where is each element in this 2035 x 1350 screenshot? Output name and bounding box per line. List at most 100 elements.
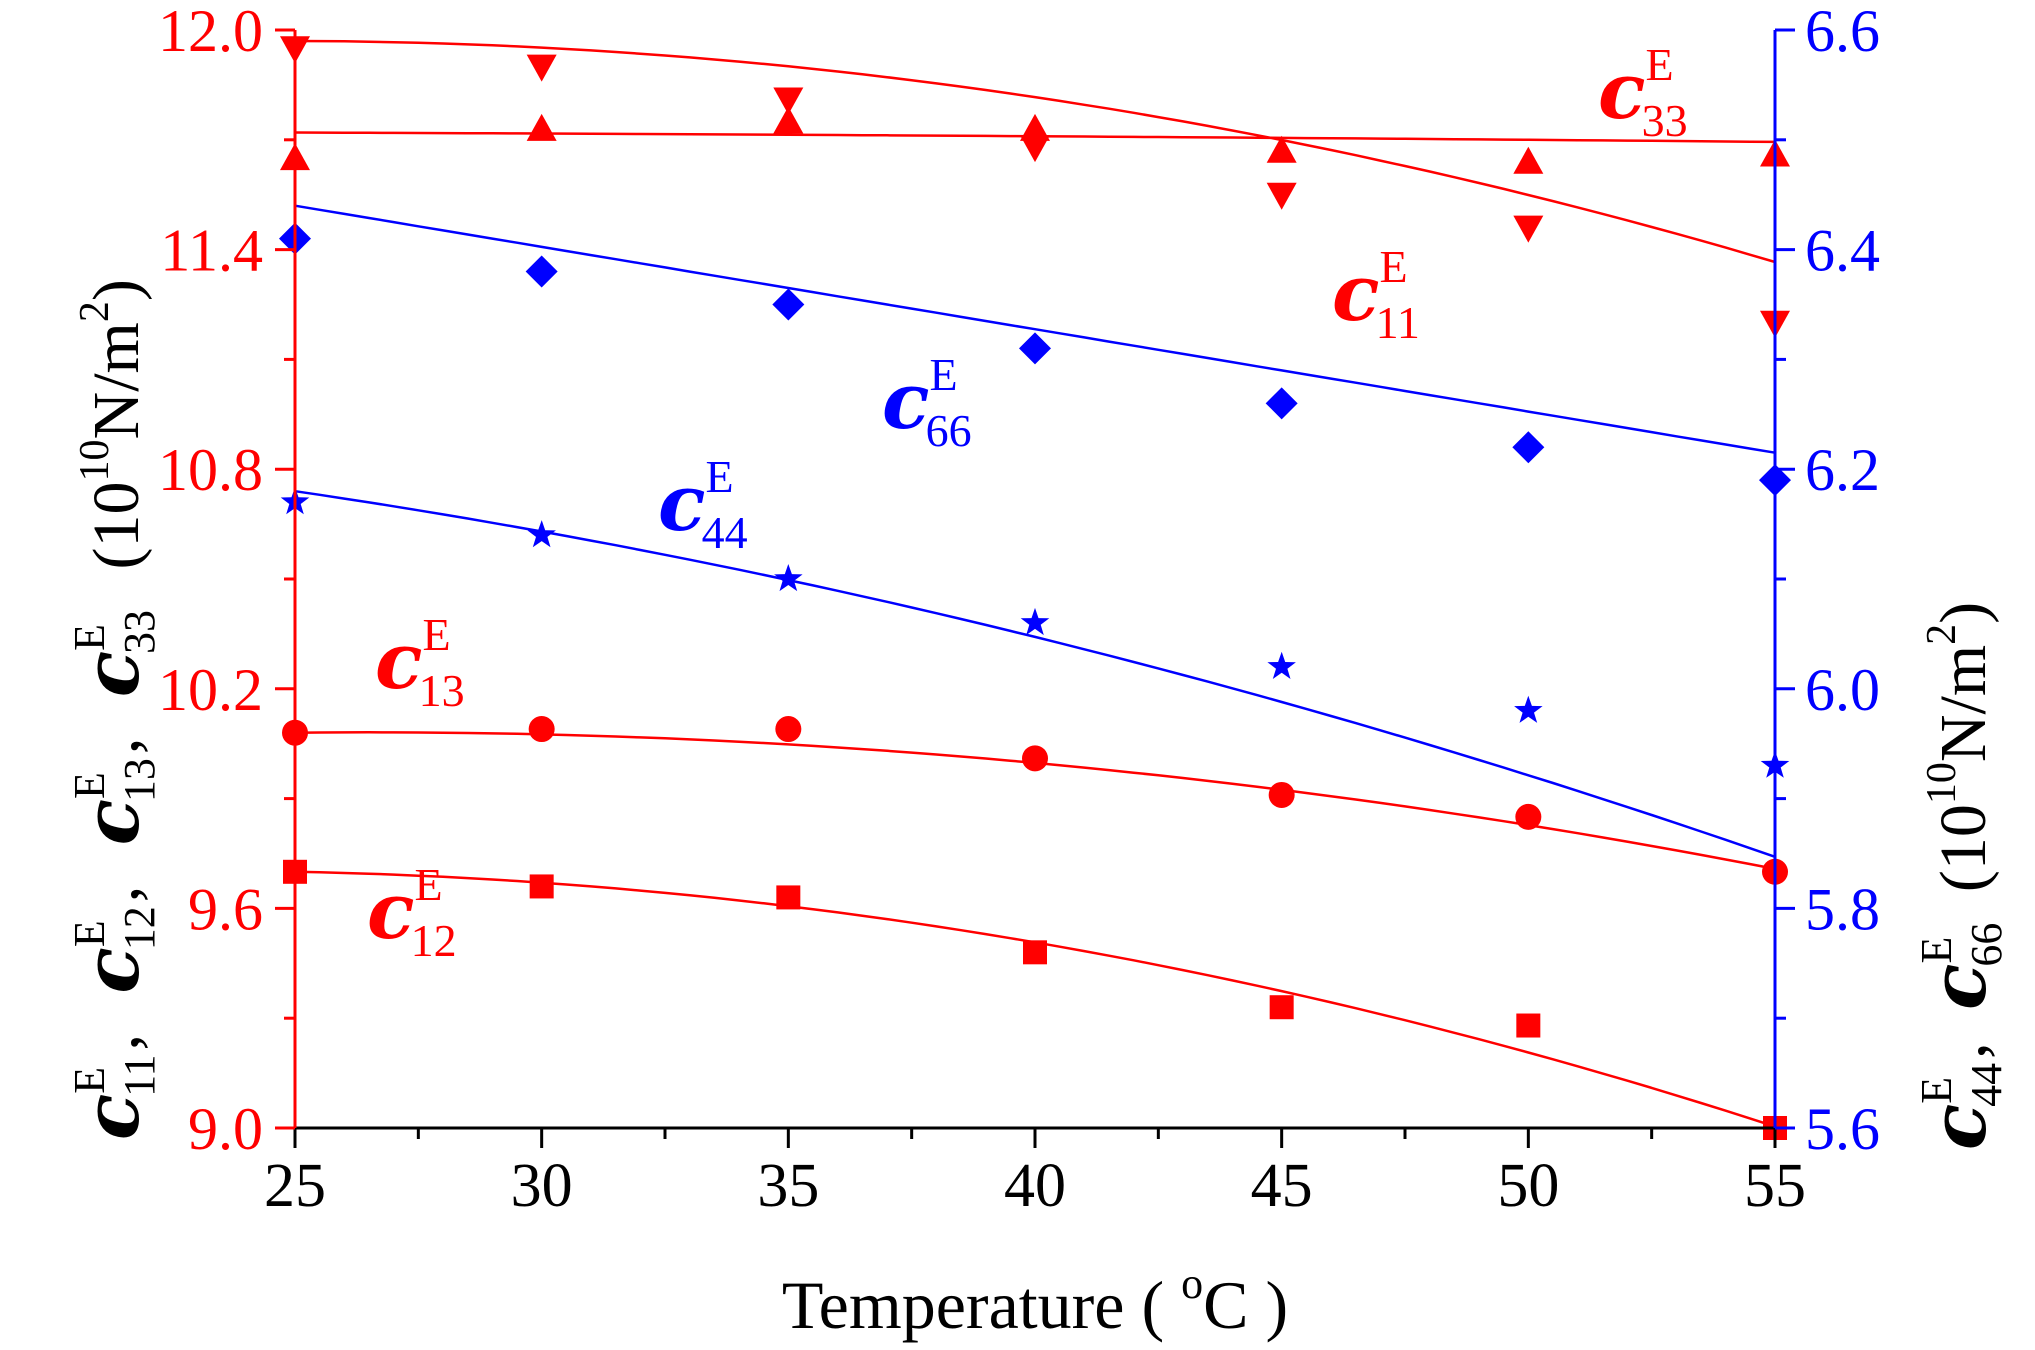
y-left-tick-label: 11.4 xyxy=(160,218,263,284)
yr-unit-open: (10 xyxy=(1927,804,2000,892)
annotation-c44: cE 44 xyxy=(658,451,748,558)
yr-unit-close: ) xyxy=(1927,602,2000,624)
y-right-tick-label: 6.2 xyxy=(1805,437,1880,503)
svg-text:cE44, cE66 (1010N/: cE44, cE66 (1010N/m2) xyxy=(1912,602,2016,1150)
yl-sym-2: c xyxy=(67,947,156,993)
marker-c66 xyxy=(1512,431,1545,464)
yl-sub-1: 11 xyxy=(115,1054,164,1096)
marker-c66 xyxy=(525,255,558,288)
yl-sub-2: 12 xyxy=(115,906,164,950)
yl-comma-1: , xyxy=(80,1034,153,1051)
marker-c66 xyxy=(1019,332,1051,365)
x-tick-label: 25 xyxy=(264,1152,326,1220)
annotation-c13-sup: E xyxy=(423,609,451,660)
marker-c13 xyxy=(1022,745,1048,772)
marker-c11 xyxy=(1513,215,1544,243)
y-right-tick-label: 6.4 xyxy=(1805,218,1880,284)
y-right-tick-label: 6.6 xyxy=(1805,0,1880,64)
annotation-c11-sub: 11 xyxy=(1376,297,1420,348)
marker-c11 xyxy=(773,87,804,115)
y-right-ticks: 5.6 5.8 6.0 6.2 6.4 6.6 xyxy=(1775,0,1880,1162)
yr-sup-2: E xyxy=(1912,937,1961,964)
x-tick-label: 55 xyxy=(1744,1152,1806,1220)
annotation-c33-symbol: c xyxy=(1598,46,1646,137)
y-right-tick-label: 5.6 xyxy=(1805,1096,1880,1162)
y-left-tick-label: 10.2 xyxy=(158,657,263,723)
x-tick-label: 50 xyxy=(1497,1152,1559,1220)
marker-c44 xyxy=(774,564,803,592)
marker-c11 xyxy=(1020,135,1050,163)
yr-unit-mid: N/m xyxy=(1927,645,2000,762)
marker-c33 xyxy=(526,113,557,141)
annotation-c33-sub: 33 xyxy=(1642,95,1688,146)
marker-c44 xyxy=(1514,695,1543,723)
yl-sym-1: c xyxy=(67,1094,156,1140)
y-left-title: cE11, cE12, cE13, cE33 (1010N/m2) xyxy=(65,279,164,1140)
fit-curve-c44 xyxy=(294,489,1776,858)
y-left-tick-label: 10.8 xyxy=(158,437,263,503)
marker-c12 xyxy=(1269,995,1294,1020)
annotation-c66: cE 66 xyxy=(882,349,972,456)
yr-unit-exp: 10 xyxy=(1919,762,1965,804)
annotation-c66-sup: E xyxy=(930,349,958,400)
marker-c13 xyxy=(1268,781,1295,808)
x-ticks: 25 30 35 40 45 50 55 xyxy=(264,1128,1806,1220)
marker-c11 xyxy=(526,54,557,82)
marker-c44 xyxy=(527,520,556,548)
fit-curve-c12 xyxy=(294,870,1776,1128)
yr-sup-1: E xyxy=(1912,1077,1961,1104)
annotation-c11: cE 11 xyxy=(1332,241,1420,348)
yl-sup-4: E xyxy=(65,624,114,651)
annotation-c12: cE 12 xyxy=(367,859,457,966)
yl-unit-exp: 10 xyxy=(72,439,118,481)
series-annotations: cE 33 cE 11 cE 66 cE 44 cE 13 cE 12 xyxy=(367,39,1688,966)
annotation-c13-symbol: c xyxy=(375,616,423,707)
annotation-c66-sub: 66 xyxy=(926,405,972,456)
yl-sup-3: E xyxy=(65,772,114,799)
y-left-tick-label: 9.0 xyxy=(188,1096,263,1162)
x-axis-title-text: Temperature ( xyxy=(782,1267,1181,1343)
y-left-tick-label: 12.0 xyxy=(158,0,263,64)
x-tick-label: 35 xyxy=(757,1152,819,1220)
annotation-c13-sub: 13 xyxy=(419,665,465,716)
y-left-tick-label: 9.6 xyxy=(188,876,263,942)
yr-sym-1: c xyxy=(1914,1104,2003,1150)
y-right-tick-label: 6.0 xyxy=(1805,657,1880,723)
marker-c11 xyxy=(1266,182,1297,210)
data-markers xyxy=(279,36,1791,1140)
y-left-ticks: 9.0 9.6 10.2 10.8 11.4 12.0 xyxy=(158,0,295,1162)
marker-c33 xyxy=(773,106,804,134)
marker-c66 xyxy=(772,288,805,321)
yl-sym-3: c xyxy=(67,799,156,845)
yr-sym-2: c xyxy=(1914,964,2003,1010)
marker-c33 xyxy=(1020,113,1050,141)
marker-c12 xyxy=(776,885,801,910)
annotation-c12-sub: 12 xyxy=(411,915,457,966)
yl-sub-3: 13 xyxy=(115,758,164,802)
marker-c44 xyxy=(1020,607,1050,636)
x-axis-title: Temperature ( oC ) xyxy=(782,1259,1288,1343)
annotation-c33: cE 33 xyxy=(1598,39,1688,146)
yr-unit-exp2: 2 xyxy=(1919,624,1965,645)
yl-sub-4: 33 xyxy=(115,610,164,654)
yl-unit-open: (10 xyxy=(80,481,153,569)
annotation-c12-symbol: c xyxy=(367,866,415,957)
marker-c33 xyxy=(1266,135,1297,163)
x-tick-label: 30 xyxy=(511,1152,573,1220)
marker-c12 xyxy=(1023,940,1047,965)
x-tick-label: 40 xyxy=(1004,1152,1066,1220)
annotation-c12-sup: E xyxy=(415,859,443,910)
marker-c44 xyxy=(1267,651,1296,679)
marker-c12 xyxy=(529,874,554,899)
marker-c13 xyxy=(775,716,802,743)
yr-comma-1: , xyxy=(1927,1042,2000,1059)
annotation-c11-sup: E xyxy=(1380,241,1408,292)
marker-c66 xyxy=(1265,387,1298,420)
marker-c13 xyxy=(1515,803,1542,830)
yl-sym-4: c xyxy=(67,651,156,697)
x-tick-label: 45 xyxy=(1251,1152,1313,1220)
marker-c33 xyxy=(1513,146,1544,174)
x-axis-title-degree: o xyxy=(1181,1259,1203,1308)
yl-sup-1: E xyxy=(65,1067,114,1094)
